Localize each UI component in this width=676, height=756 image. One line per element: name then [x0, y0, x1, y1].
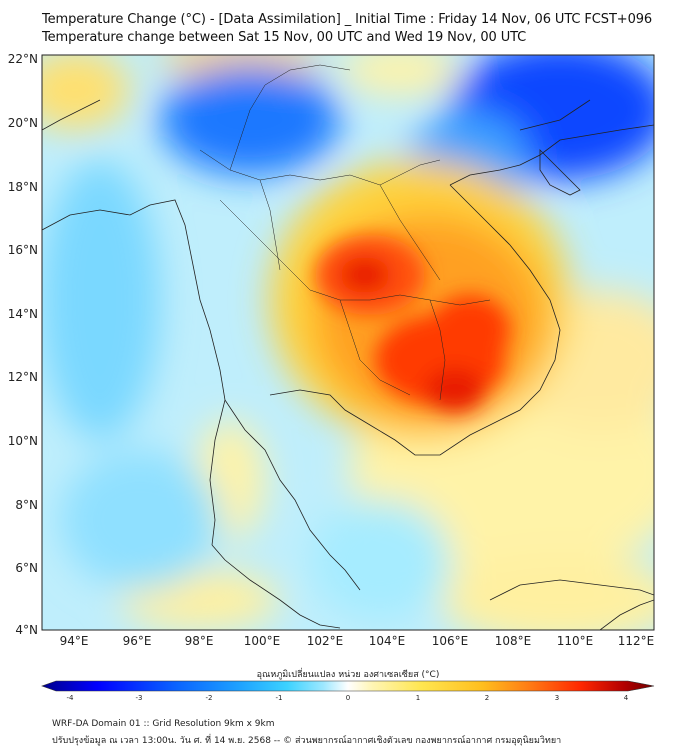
colorbar-scale: [41, 680, 655, 692]
lon-label: 108°E: [495, 634, 532, 648]
coastlines: [42, 99, 654, 630]
lat-label: 12°N: [8, 370, 38, 384]
footer-resolution: WRF-DA Domain 01 :: Grid Resolution 9km …: [52, 719, 275, 729]
lat-label: 18°N: [8, 180, 38, 194]
colorbar-tick: 0: [346, 694, 350, 702]
lat-label: 20°N: [8, 116, 38, 130]
colorbar-tick: -4: [67, 694, 75, 702]
temperature-field: [42, 55, 654, 630]
lon-label: 96°E: [123, 634, 152, 648]
lat-label: 6°N: [15, 561, 38, 575]
lat-label: 16°N: [8, 243, 38, 257]
lon-label: 106°E: [432, 634, 469, 648]
footer-credit: ปรับปรุงข้อมูล ณ เวลา 13:00น. วัน ศ. ที่…: [52, 736, 562, 746]
lon-label: 102°E: [307, 634, 344, 648]
map-subtitle: Temperature change between Sat 15 Nov, 0…: [42, 30, 527, 45]
colorbar-tick: -1: [276, 694, 283, 702]
lat-label: 22°N: [8, 52, 38, 66]
lon-label: 98°E: [185, 634, 214, 648]
lat-label: 8°N: [15, 498, 38, 512]
latitude-axis: 22°N 20°N 18°N 16°N 14°N 12°N 10°N 8°N 6…: [8, 52, 38, 637]
lon-label: 100°E: [244, 634, 281, 648]
lon-label: 112°E: [618, 634, 655, 648]
colorbar-title: อุณหภูมิเปลี่ยนแปลง หน่วย องศาเซลเซียส (…: [257, 667, 440, 680]
longitude-axis: 94°E 96°E 98°E 100°E 102°E 104°E 106°E 1…: [60, 634, 655, 648]
lon-label: 94°E: [60, 634, 89, 648]
colorbar-tick: 4: [624, 694, 629, 702]
colorbar: อุณหภูมิเปลี่ยนแปลง หน่วย องศาเซลเซียส (…: [41, 667, 655, 702]
lon-label: 104°E: [369, 634, 406, 648]
colorbar-tick: 3: [555, 694, 559, 702]
colorbar-tick: 2: [485, 694, 489, 702]
lon-label: 110°E: [557, 634, 594, 648]
colorbar-tick: -3: [136, 694, 143, 702]
colorbar-tick: -2: [206, 694, 213, 702]
lat-label: 14°N: [8, 307, 38, 321]
lat-label: 10°N: [8, 434, 38, 448]
political-borders: [199, 64, 491, 401]
map-title: Temperature Change (°C) - [Data Assimila…: [42, 12, 653, 27]
map-frame: [41, 54, 655, 631]
colorbar-tick: 1: [416, 694, 420, 702]
lat-label: 4°N: [15, 623, 38, 637]
